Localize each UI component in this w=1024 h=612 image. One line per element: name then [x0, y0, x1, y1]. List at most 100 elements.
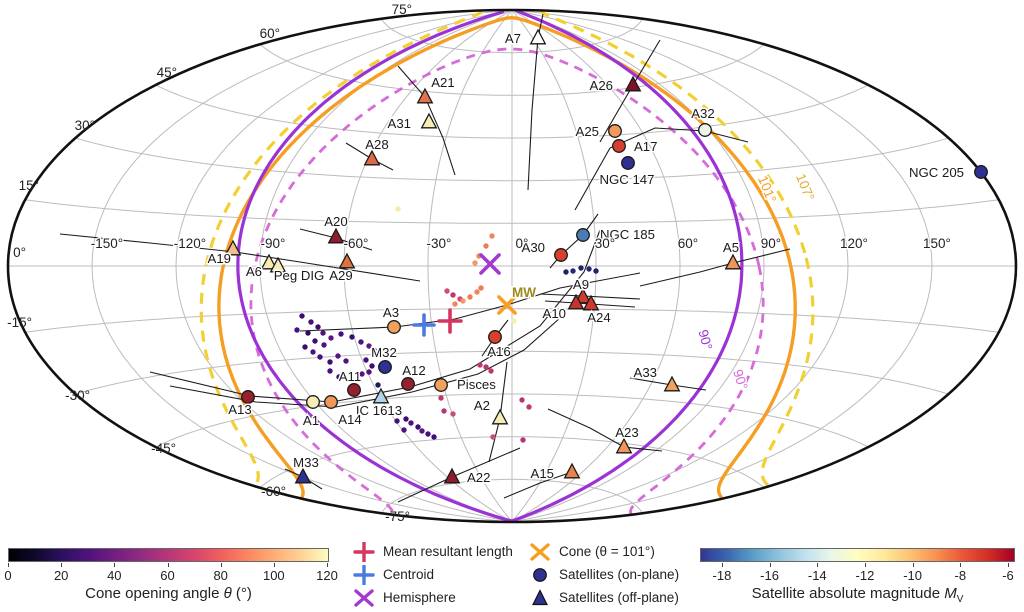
satellite-label: M32 — [371, 345, 397, 360]
satellite-marker-circle — [347, 383, 361, 397]
centroid-marker — [412, 313, 436, 337]
colorbar-cone-gradient — [8, 548, 329, 562]
lon-label: -120° — [174, 236, 206, 251]
satellite-label: NGC 185 — [600, 227, 655, 242]
lon-label: 0° — [516, 236, 529, 251]
satellite-a19: A19 — [206, 239, 242, 268]
satellite-marker-circle — [698, 123, 712, 137]
satellite-label: A5 — [723, 240, 739, 255]
satellite-label: A17 — [634, 139, 657, 154]
tick-label: 40 — [107, 568, 122, 583]
cone-90-dashed — [249, 47, 765, 515]
satellite-marker-triangle — [724, 253, 742, 270]
satellite-marker-triangle — [416, 87, 434, 104]
legend-column-satellites: Cone (θ = 101°) Satellites (on-plane) Sate… — [528, 540, 679, 609]
satellite-marker-triangle — [582, 294, 600, 311]
satellite-label: A19 — [208, 251, 231, 266]
satellite-marker-triangle — [574, 287, 592, 304]
satellite-marker-circle — [401, 377, 415, 391]
satellite-label: A32 — [691, 106, 714, 121]
satellite-label: A12 — [402, 363, 425, 378]
mw-label: MW — [512, 285, 536, 300]
cone-107 — [199, 9, 815, 488]
tick-label: 60 — [160, 568, 175, 583]
satellite-label: A20 — [324, 214, 347, 229]
tick-label: -18 — [712, 568, 732, 583]
satellite-a2: A2 — [472, 397, 509, 425]
legend-column-markers: Mean resultant length Centroid Hemisphere — [352, 540, 513, 609]
lon-label: -150° — [91, 236, 123, 251]
satellite-label: A26 — [590, 78, 613, 93]
satellite-label: A33 — [634, 365, 657, 380]
tick-label: -8 — [954, 568, 967, 583]
tick-mark — [721, 563, 723, 567]
tick-label: 100 — [262, 568, 285, 583]
lat-label: 0° — [13, 245, 26, 260]
legend-label: Cone (θ = 101°) — [559, 544, 655, 559]
satellite-marker-triangle — [420, 112, 438, 129]
legend-label: Hemisphere — [383, 590, 456, 605]
lat-label: -75° — [385, 509, 410, 524]
satellite-ngc-185: NGC 185 — [576, 226, 656, 244]
satellite-label: NGC 205 — [909, 165, 964, 180]
satellite-ic-1613: IC 1613 — [354, 387, 404, 420]
colorbar-cone-ticks: 0 20 40 60 80 100 120 — [4, 562, 338, 584]
lat-label: -60° — [261, 484, 286, 499]
lon-label: 30° — [595, 236, 615, 251]
tick-mark — [960, 563, 962, 567]
satellite-a30: A30 — [520, 239, 568, 262]
satellite-label: A11 — [339, 369, 362, 384]
satellite-ngc-205: NGC 205 — [908, 164, 988, 182]
satellite-marker-circle — [434, 378, 448, 392]
colorbar-magnitude-ticks: -18 -16 -14 -12 -10 -8 -6 — [700, 562, 1015, 584]
satellite-label: A1 — [303, 413, 319, 428]
satellite-marker-triangle — [372, 387, 390, 404]
satellite-a26: A26 — [588, 75, 642, 95]
lat-label: 60° — [260, 26, 280, 41]
satellite-label: A28 — [365, 137, 388, 152]
satellite-label: A21 — [431, 75, 454, 90]
satellite-label: A10 — [543, 306, 566, 321]
lon-label: -90° — [261, 236, 286, 251]
tick-mark — [1007, 563, 1009, 567]
sample-dots — [294, 206, 599, 443]
satellite-marker-triangle — [327, 227, 345, 244]
satellite-a1: A1 — [301, 395, 321, 430]
legend-label: Centroid — [383, 567, 435, 582]
satellite-a15: A15 — [529, 462, 581, 483]
satellite-a12: A12 — [401, 362, 427, 391]
legend-label: Mean resultant length — [383, 544, 513, 559]
lat-label: 30° — [75, 118, 95, 133]
hemisphere-90-label: 90° — [695, 328, 715, 352]
satellite-a14: A14 — [324, 395, 363, 429]
satellite-label: A3 — [383, 305, 399, 320]
satellite-a5: A5 — [721, 239, 742, 270]
satellite-marker-triangle — [615, 437, 633, 454]
lon-label: -30° — [427, 236, 452, 251]
colorbar-magnitude-gradient — [700, 548, 1015, 562]
satellite-a20: A20 — [323, 213, 349, 244]
satellite-label: Peg DIG — [274, 268, 325, 283]
x-glyph-icon — [354, 588, 374, 607]
tick-mark — [8, 563, 9, 567]
satellite-marker-circle — [324, 395, 338, 409]
satellite-label: A7 — [505, 31, 521, 46]
satellite-label: A24 — [587, 310, 610, 325]
tick-label: 120 — [316, 568, 338, 583]
satellite-label: A23 — [615, 425, 638, 440]
satellite-label: A14 — [338, 412, 361, 427]
satellite-marker-circle — [306, 395, 320, 409]
satellite-marker-triangle — [269, 256, 287, 273]
satellite-a11: A11 — [337, 368, 363, 397]
legend-item-mean-resultant-length: Mean resultant length — [352, 540, 513, 563]
satellite-marker-circle — [488, 330, 502, 344]
tick-label: -6 — [1002, 568, 1014, 583]
satellite-marker-circle — [576, 228, 590, 242]
satellite-marker-triangle — [294, 467, 312, 484]
satellite-ngc-147: NGC 147 — [598, 156, 656, 189]
satellite-label: A25 — [576, 124, 599, 139]
legend-label: Satellites (off-plane) — [559, 590, 679, 605]
satellite-a23: A23 — [614, 424, 640, 454]
